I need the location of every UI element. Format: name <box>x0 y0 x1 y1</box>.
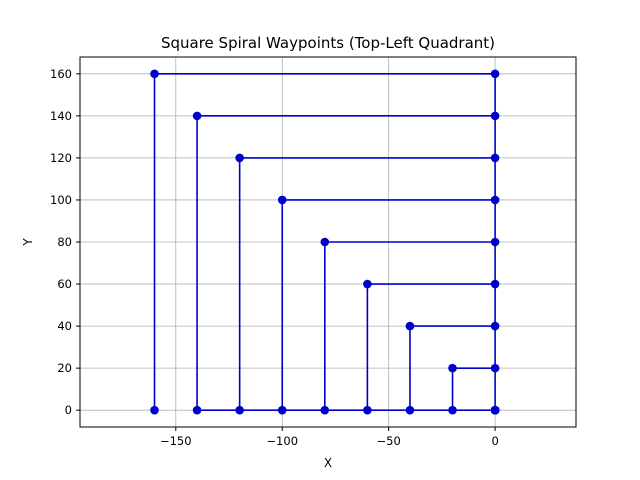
data-point <box>277 405 287 415</box>
data-point <box>490 363 500 373</box>
data-point <box>490 237 500 247</box>
data-point <box>320 405 330 415</box>
y-tick-label: 120 <box>50 151 72 165</box>
data-point <box>150 405 159 415</box>
x-tick-label: −150 <box>160 434 192 448</box>
data-point <box>490 153 500 163</box>
y-tick-label: 60 <box>57 277 72 291</box>
data-point <box>363 405 372 415</box>
data-point <box>490 69 500 79</box>
ticks: −150 −100 −50 0 0 20 40 60 80 100 120 140 160 <box>50 67 499 448</box>
x-axis-label: X <box>324 456 332 470</box>
data-point <box>405 321 415 331</box>
y-tick-label: 0 <box>65 403 72 417</box>
data-point <box>448 405 457 415</box>
data-point <box>192 111 202 121</box>
data-point <box>448 363 457 373</box>
x-tick-label: −50 <box>377 434 401 448</box>
data-point <box>490 405 500 415</box>
data-point <box>405 405 415 415</box>
data-point <box>235 153 244 163</box>
y-tick-label: 20 <box>57 361 72 375</box>
y-tick-label: 40 <box>57 319 72 333</box>
data-point <box>363 279 372 289</box>
data-point <box>490 195 500 205</box>
y-tick-label: 160 <box>50 67 72 81</box>
data-point <box>490 279 500 289</box>
data-point <box>150 69 159 79</box>
x-tick-label: −100 <box>266 434 298 448</box>
data-point <box>192 405 202 415</box>
data-point <box>490 321 500 331</box>
series-layer <box>150 69 500 415</box>
y-tick-label: 140 <box>50 109 72 123</box>
y-tick-label: 100 <box>50 193 72 207</box>
y-tick-label: 80 <box>57 235 72 249</box>
data-point <box>235 405 244 415</box>
chart-title: Square Spiral Waypoints (Top-Left Quadra… <box>161 34 495 52</box>
data-point <box>320 237 330 247</box>
y-axis-label: Y <box>21 238 35 247</box>
data-point <box>277 195 287 205</box>
x-tick-label: 0 <box>491 434 498 448</box>
data-point <box>490 111 500 121</box>
